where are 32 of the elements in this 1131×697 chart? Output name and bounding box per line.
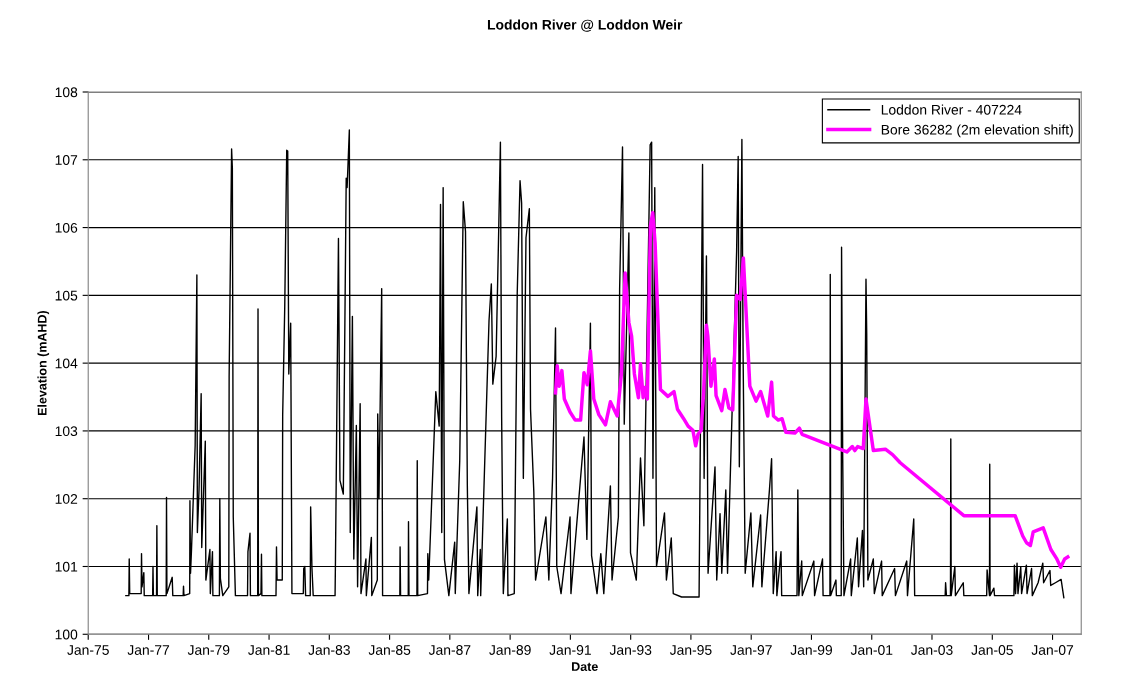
x-tick-label: Jan-05	[971, 645, 1013, 655]
x-tick-label: Jan-85	[368, 645, 411, 655]
y-tick-label: 100	[55, 629, 78, 640]
y-tick-label: 105	[55, 290, 78, 301]
x-tick-label: Jan-97	[730, 645, 772, 655]
x-tick-label: Jan-75	[67, 645, 109, 655]
y-tick-label: 108	[55, 87, 78, 98]
legend-label: Bore 36282 (2m elevation shift)	[881, 124, 1073, 138]
y-tick-label: 106	[55, 222, 78, 233]
x-tick-label: Jan-93	[609, 645, 652, 655]
x-tick-label: Jan-77	[127, 645, 170, 655]
x-tick-label: Jan-01	[850, 645, 893, 655]
x-axis-title: Date	[572, 662, 598, 671]
x-tick-label: Jan-99	[790, 645, 833, 655]
x-tick-label: Jan-03	[910, 645, 953, 655]
x-tick-label: Jan-81	[248, 645, 290, 655]
y-tick-label: 102	[55, 494, 78, 504]
y-tick-label: 103	[55, 426, 78, 437]
x-tick-label: Jan-79	[187, 645, 230, 655]
y-tick-label: 107	[55, 155, 78, 165]
x-tick-label: Jan-89	[489, 645, 531, 655]
x-tick-label: Jan-07	[1031, 645, 1074, 655]
y-axis-title: Elevation (mAHD)	[37, 310, 50, 416]
y-tick-label: 101	[55, 561, 78, 572]
chart-title: Loddon River @ Loddon Weir	[487, 19, 683, 32]
legend-label: Loddon River - 407224	[881, 104, 1022, 115]
x-tick-label: Jan-91	[549, 645, 591, 655]
x-tick-label: Jan-87	[428, 645, 471, 655]
x-tick-label: Jan-95	[669, 645, 712, 655]
line-series	[553, 210, 1070, 569]
x-tick-label: Jan-83	[308, 645, 350, 655]
y-tick-label: 104	[55, 358, 78, 369]
